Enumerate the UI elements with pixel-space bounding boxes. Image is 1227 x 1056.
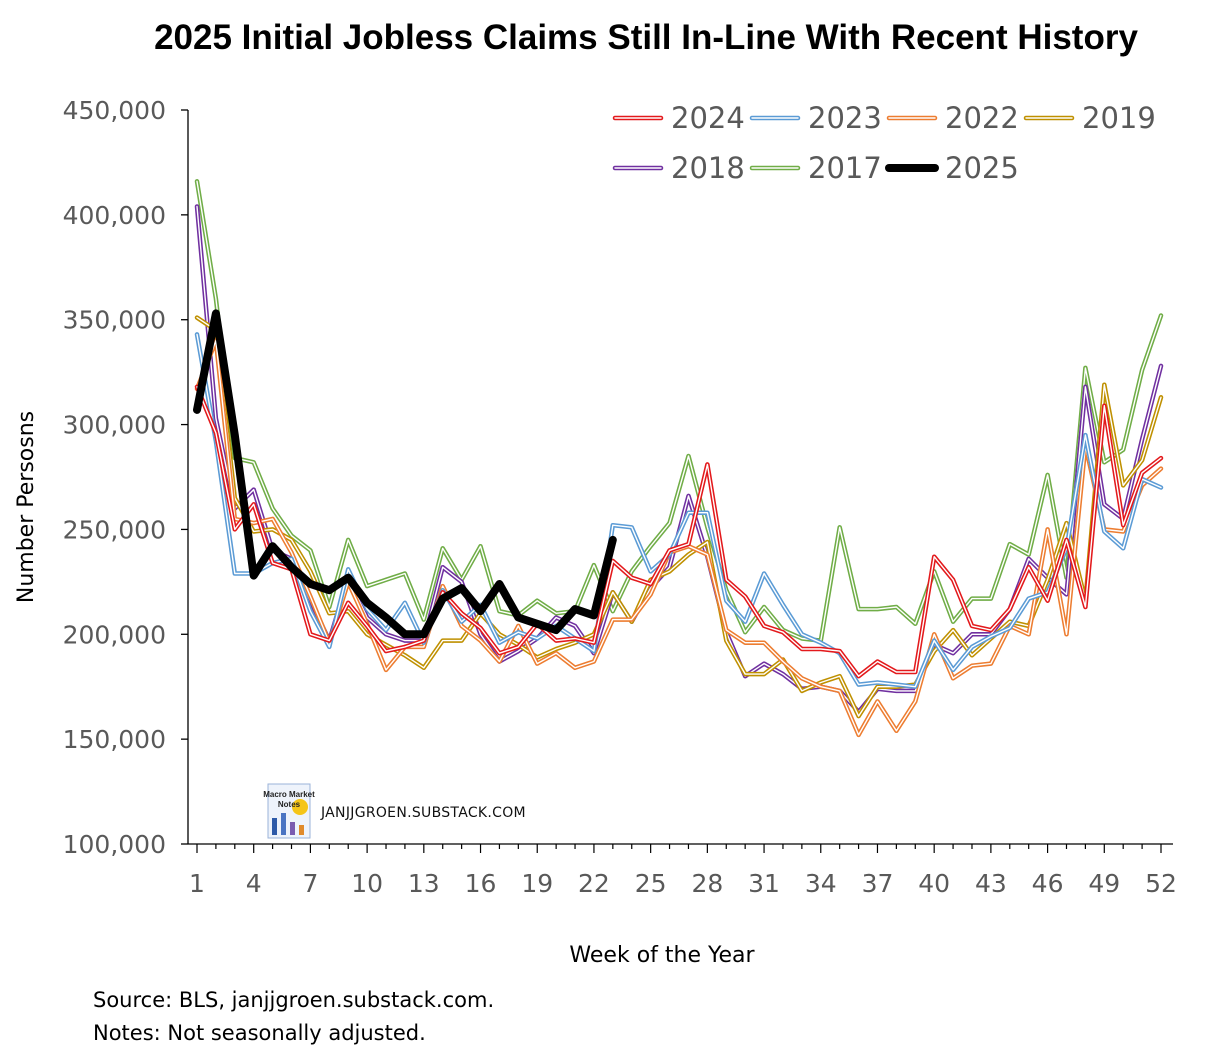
logo-text-line2: Notes xyxy=(278,800,301,809)
x-tick-label: 43 xyxy=(975,869,1007,898)
plot-area xyxy=(193,179,1164,738)
x-tick-label: 16 xyxy=(465,869,497,898)
y-tick-label: 450,000 xyxy=(63,96,166,125)
series-2019-line xyxy=(194,315,1164,719)
watermark-text: JANJJGROEN.SUBSTACK.COM xyxy=(320,805,526,821)
y-tick-label: 300,000 xyxy=(63,411,166,440)
x-tick-label: 49 xyxy=(1088,869,1120,898)
x-tick-label: 37 xyxy=(862,869,894,898)
logo-sun-icon xyxy=(292,799,308,815)
x-tick-label: 25 xyxy=(635,869,667,898)
logo-bar-icon xyxy=(299,825,304,835)
series-2017-line xyxy=(194,179,1164,643)
source-note: Source: BLS, janjjgroen.substack.com. xyxy=(93,988,494,1012)
x-tick-label: 28 xyxy=(691,869,723,898)
y-tick-label: 250,000 xyxy=(63,515,166,544)
legend-item-2019: 2019 xyxy=(1023,101,1156,135)
x-axis-ticks: 1 4 7 10 13 16 19 22 25 28 31 34 37 40 43 46 49 52 xyxy=(189,844,1177,898)
legend-item-2022: 2022 xyxy=(886,101,1019,135)
logo-bar-icon xyxy=(290,822,295,835)
x-tick-label: 22 xyxy=(578,869,610,898)
legend-item-2025: 2025 xyxy=(885,151,1019,185)
legend: 2024 2023 2022 2019 2018 2017 2025 xyxy=(612,101,1156,185)
x-tick-label: 46 xyxy=(1032,869,1064,898)
y-axis-ticks: 100,000 150,000 200,000 250,000 300,000 350,0… xyxy=(63,96,188,859)
series-2023-line xyxy=(194,332,1164,689)
x-tick-label: 1 xyxy=(189,869,205,898)
x-tick-label: 31 xyxy=(748,869,780,898)
y-tick-label: 100,000 xyxy=(63,830,166,859)
legend-item-2023: 2023 xyxy=(749,101,882,135)
y-tick-label: 400,000 xyxy=(63,201,166,230)
legend-label: 2023 xyxy=(808,101,882,135)
x-tick-label: 34 xyxy=(805,869,837,898)
series-2024-line xyxy=(194,384,1164,679)
series-2018-line xyxy=(194,204,1164,715)
x-tick-label: 19 xyxy=(521,869,553,898)
x-tick-label: 52 xyxy=(1145,869,1177,898)
legend-label: 2024 xyxy=(671,101,745,135)
x-tick-label: 10 xyxy=(351,869,383,898)
logo-text-line1: Macro Market xyxy=(263,790,315,799)
legend-label: 2018 xyxy=(671,151,745,185)
notes-text: Notes: Not seasonally adjusted. xyxy=(93,1021,426,1045)
legend-label: 2017 xyxy=(808,151,882,185)
logo-bar-icon xyxy=(281,813,286,835)
y-tick-label: 150,000 xyxy=(63,725,166,754)
series-2025-line xyxy=(193,309,617,639)
x-tick-label: 40 xyxy=(918,869,950,898)
legend-label: 2019 xyxy=(1082,101,1156,135)
y-tick-label: 350,000 xyxy=(63,306,166,335)
watermark-logo: Macro Market Notes xyxy=(263,783,315,839)
legend-label: 2022 xyxy=(945,101,1019,135)
legend-item-2024: 2024 xyxy=(612,101,745,135)
x-tick-label: 13 xyxy=(408,869,440,898)
y-axis-label: Number Persosns xyxy=(14,411,39,603)
y-tick-label: 200,000 xyxy=(63,620,166,649)
x-tick-label: 4 xyxy=(246,869,262,898)
x-tick-label: 7 xyxy=(302,869,318,898)
legend-item-2018: 2018 xyxy=(612,151,745,185)
legend-label: 2025 xyxy=(945,151,1019,185)
legend-item-2017: 2017 xyxy=(749,151,882,185)
x-axis-label: Week of the Year xyxy=(569,943,755,968)
chart-title: 2025 Initial Jobless Claims Still In-Lin… xyxy=(154,18,1138,57)
logo-bar-icon xyxy=(272,818,277,835)
